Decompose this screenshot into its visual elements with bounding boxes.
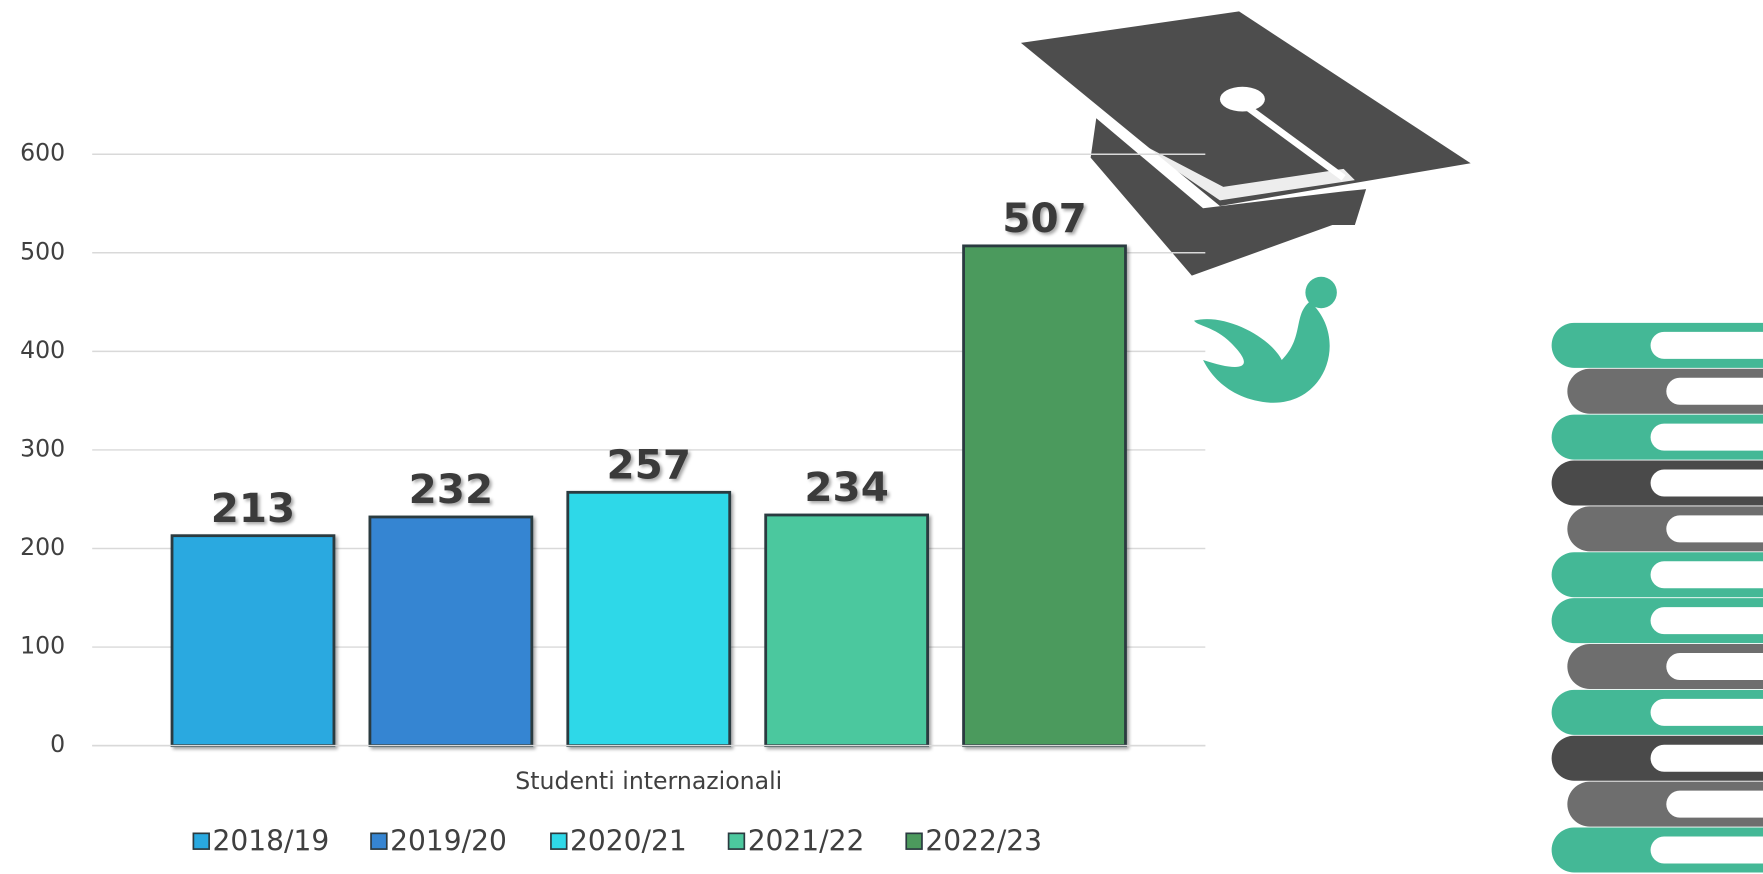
y-tick-label: 0 xyxy=(50,730,65,758)
y-tick-label: 500 xyxy=(20,237,65,265)
y-tick-label: 100 xyxy=(20,632,65,660)
bar xyxy=(962,244,1127,748)
book-pages xyxy=(1666,515,1763,543)
y-tick-label: 400 xyxy=(20,336,65,364)
y-tick-label: 200 xyxy=(20,533,65,561)
bar xyxy=(368,515,534,748)
book-pages xyxy=(1666,652,1763,680)
book-pages xyxy=(1650,423,1763,451)
bird-logo xyxy=(1194,276,1337,403)
bar xyxy=(170,534,336,748)
book-pages xyxy=(1650,561,1763,589)
bar xyxy=(764,513,930,748)
bar xyxy=(566,490,732,748)
legend-label: 2019/20 xyxy=(390,824,507,857)
book-pages xyxy=(1650,698,1763,726)
data-label: 257 xyxy=(607,441,691,489)
legend-swatch xyxy=(905,832,923,850)
book-pages xyxy=(1650,607,1763,635)
legend-label: 2021/22 xyxy=(748,824,865,857)
book-pages xyxy=(1666,377,1763,405)
data-label: 234 xyxy=(804,463,888,511)
book-pages xyxy=(1650,744,1763,772)
legend-swatch xyxy=(550,832,568,850)
legend-label: 2022/23 xyxy=(925,824,1042,857)
data-label: 232 xyxy=(409,465,493,513)
legend-swatch xyxy=(727,832,746,850)
book-stack xyxy=(1551,322,1763,873)
book-pages xyxy=(1650,836,1763,864)
x-axis-category: Studenti internazionali xyxy=(515,767,782,795)
data-label: 213 xyxy=(211,484,295,532)
book-pages xyxy=(1666,790,1763,818)
graduation-cap xyxy=(1020,11,1471,276)
y-tick-label: 600 xyxy=(20,139,65,167)
y-tick-label: 300 xyxy=(20,434,65,462)
legend-swatch xyxy=(192,832,210,850)
legend-swatch xyxy=(370,832,388,850)
book-pages xyxy=(1650,331,1763,359)
data-label: 507 xyxy=(1002,194,1086,242)
book-pages xyxy=(1650,469,1763,497)
legend-label: 2020/21 xyxy=(570,824,687,857)
legend-label: 2018/19 xyxy=(213,824,330,857)
